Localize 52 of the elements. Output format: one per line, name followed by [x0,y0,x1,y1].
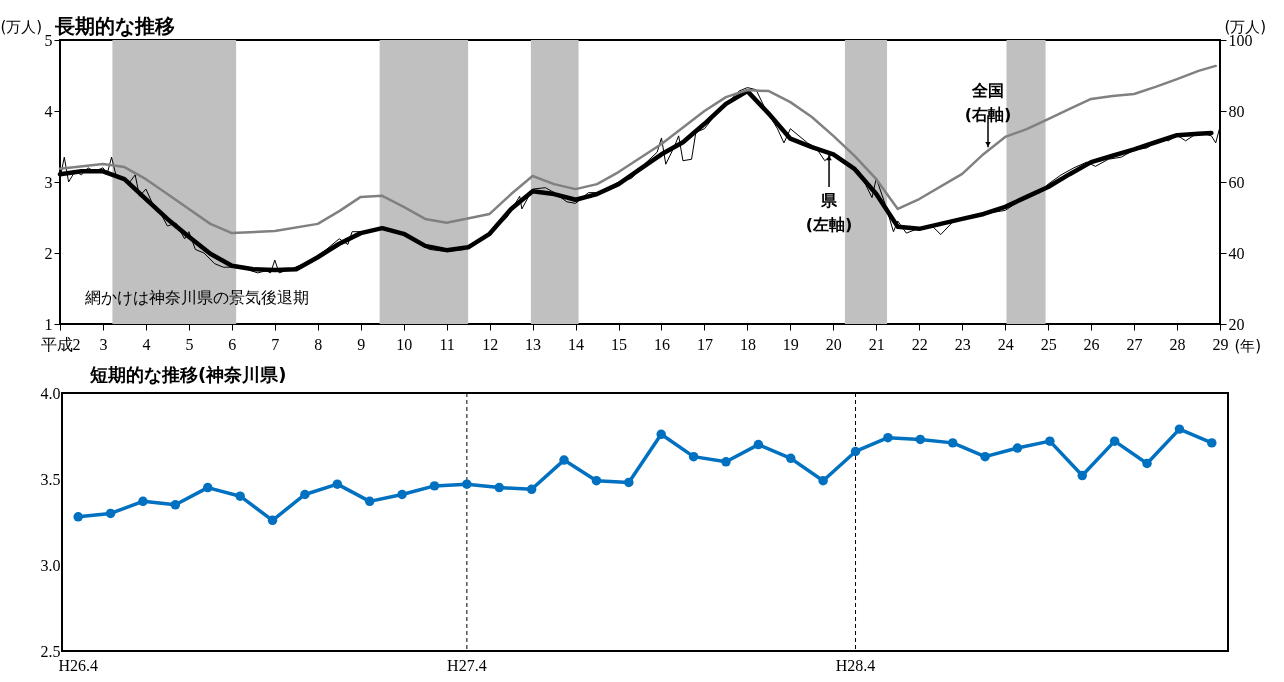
x-tick-label: H26.4 [58,656,98,674]
x-tick-label: 3 [99,335,108,353]
x-axis-title: (年) [1234,336,1262,355]
x-tick-label: 15 [611,335,628,353]
y-tick-label: 3 [44,173,53,191]
y-tick-label: 4 [44,102,53,120]
x-tick-label: H28.4 [835,656,876,674]
x-tick-label: 27 [1126,335,1143,353]
x-tick-label: 平成2 [40,335,81,353]
chart-title: 短期的な推移(神奈川県) [89,364,287,385]
y2-tick-label: 20 [1228,315,1245,333]
y2-tick-label: 40 [1228,244,1245,262]
x-tick-label: 14 [568,335,585,353]
x-tick-label: 20 [825,335,842,353]
x-tick-label: 21 [868,335,885,353]
x-tick-label: 5 [185,335,194,353]
y-tick-label: 1 [44,315,53,333]
y2-tick-label: 80 [1228,102,1245,120]
x-tick-label: H27.4 [447,656,487,674]
annotation: 全国 (右軸) [964,81,1012,125]
x-tick-label: 12 [482,335,499,353]
x-tick-label: 22 [911,335,928,353]
x-tick-label: 11 [439,335,455,353]
annotation: 網かけは神奈川県の景気後退期 [84,288,309,307]
y-tick-label: 5 [44,31,53,49]
x-tick-label: 9 [357,335,366,353]
x-tick-label: 13 [525,335,542,353]
x-tick-label: 16 [653,335,670,353]
y-tick-label: 2.5 [40,642,61,660]
y2-axis-title: (万人) [1224,17,1267,36]
x-tick-label: 10 [396,335,413,353]
y-tick-label: 2 [44,244,53,262]
y-axis-title: (万人) [0,17,43,36]
y-tick-label: 3.0 [40,556,61,574]
x-tick-label: 26 [1083,335,1100,353]
x-tick-label: 23 [954,335,971,353]
x-tick-label: 18 [739,335,756,353]
x-tick-label: 24 [997,335,1014,353]
annotation: 県 (左軸) [805,190,853,234]
x-tick-label: 19 [782,335,799,353]
x-tick-label: 28 [1169,335,1186,353]
x-tick-label: 8 [314,335,323,353]
x-tick-label: 6 [228,335,237,353]
y2-tick-label: 60 [1228,173,1245,191]
y-tick-label: 3.5 [40,470,61,488]
x-tick-label: 25 [1040,335,1057,353]
x-tick-label: 29 [1212,335,1229,353]
y-tick-label: 4.0 [40,384,61,402]
x-tick-label: 4 [142,335,151,353]
x-tick-label: 7 [271,335,280,353]
x-tick-label: 17 [696,335,713,353]
chart-title: 長期的な推移 [54,14,175,38]
